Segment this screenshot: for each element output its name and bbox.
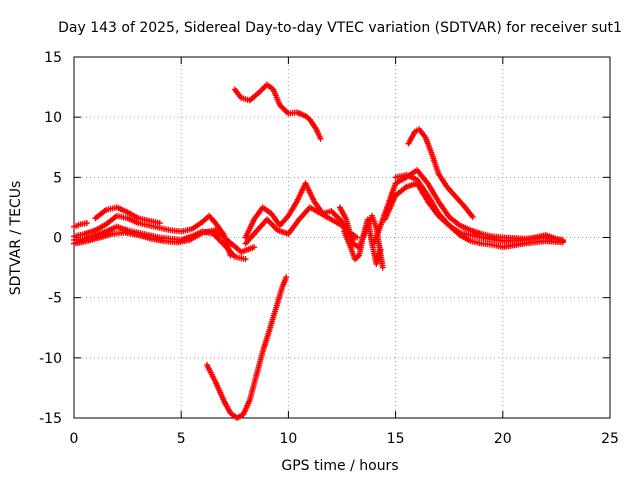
y-tick-label: 5 — [53, 170, 62, 186]
data-point — [251, 244, 258, 251]
chart-title: Day 143 of 2025, Sidereal Day-to-day VTE… — [58, 20, 622, 36]
data-point — [317, 135, 324, 142]
x-tick-label: 10 — [279, 431, 297, 447]
y-tick-label: -10 — [39, 351, 62, 367]
x-axis-label: GPS time / hours — [281, 458, 398, 474]
series-pm-peak-c — [392, 171, 566, 251]
axis-ticks — [73, 56, 611, 419]
data-point — [469, 214, 476, 221]
series-upper-arc — [231, 81, 324, 142]
series-mid-wave — [242, 180, 361, 241]
x-tick-labels: 0 5 10 15 20 25 — [70, 431, 619, 447]
series-baseline-c — [71, 227, 258, 255]
data-point — [559, 239, 566, 246]
data-points — [71, 81, 566, 421]
x-tick-label: 5 — [177, 431, 186, 447]
series-deep-dip — [203, 274, 290, 421]
data-point — [283, 274, 290, 281]
y-tick-label: 15 — [44, 50, 62, 66]
series-hump-2h — [92, 204, 163, 227]
data-point — [379, 264, 386, 271]
y-axis-label: SDTVAR / TECUs — [8, 181, 24, 296]
data-point — [354, 234, 361, 241]
x-tick-label: 25 — [601, 431, 619, 447]
series-pm-peak-b — [381, 180, 566, 245]
series-early-rise — [71, 220, 90, 230]
grid — [74, 57, 610, 418]
series-pm-spikes — [336, 204, 386, 271]
data-point — [83, 220, 90, 227]
y-tick-label: 0 — [53, 231, 62, 247]
x-tick-label: 20 — [494, 431, 512, 447]
y-tick-labels: -15 -10 -5 0 5 10 15 — [39, 50, 62, 427]
x-tick-label: 15 — [387, 431, 405, 447]
x-tick-label: 0 — [70, 431, 79, 447]
y-tick-label: -15 — [39, 411, 62, 427]
y-tick-label: -5 — [48, 291, 62, 307]
data-point — [242, 256, 249, 263]
y-tick-label: 10 — [44, 110, 62, 126]
series-upper-peak — [405, 126, 476, 221]
data-point — [156, 220, 163, 227]
